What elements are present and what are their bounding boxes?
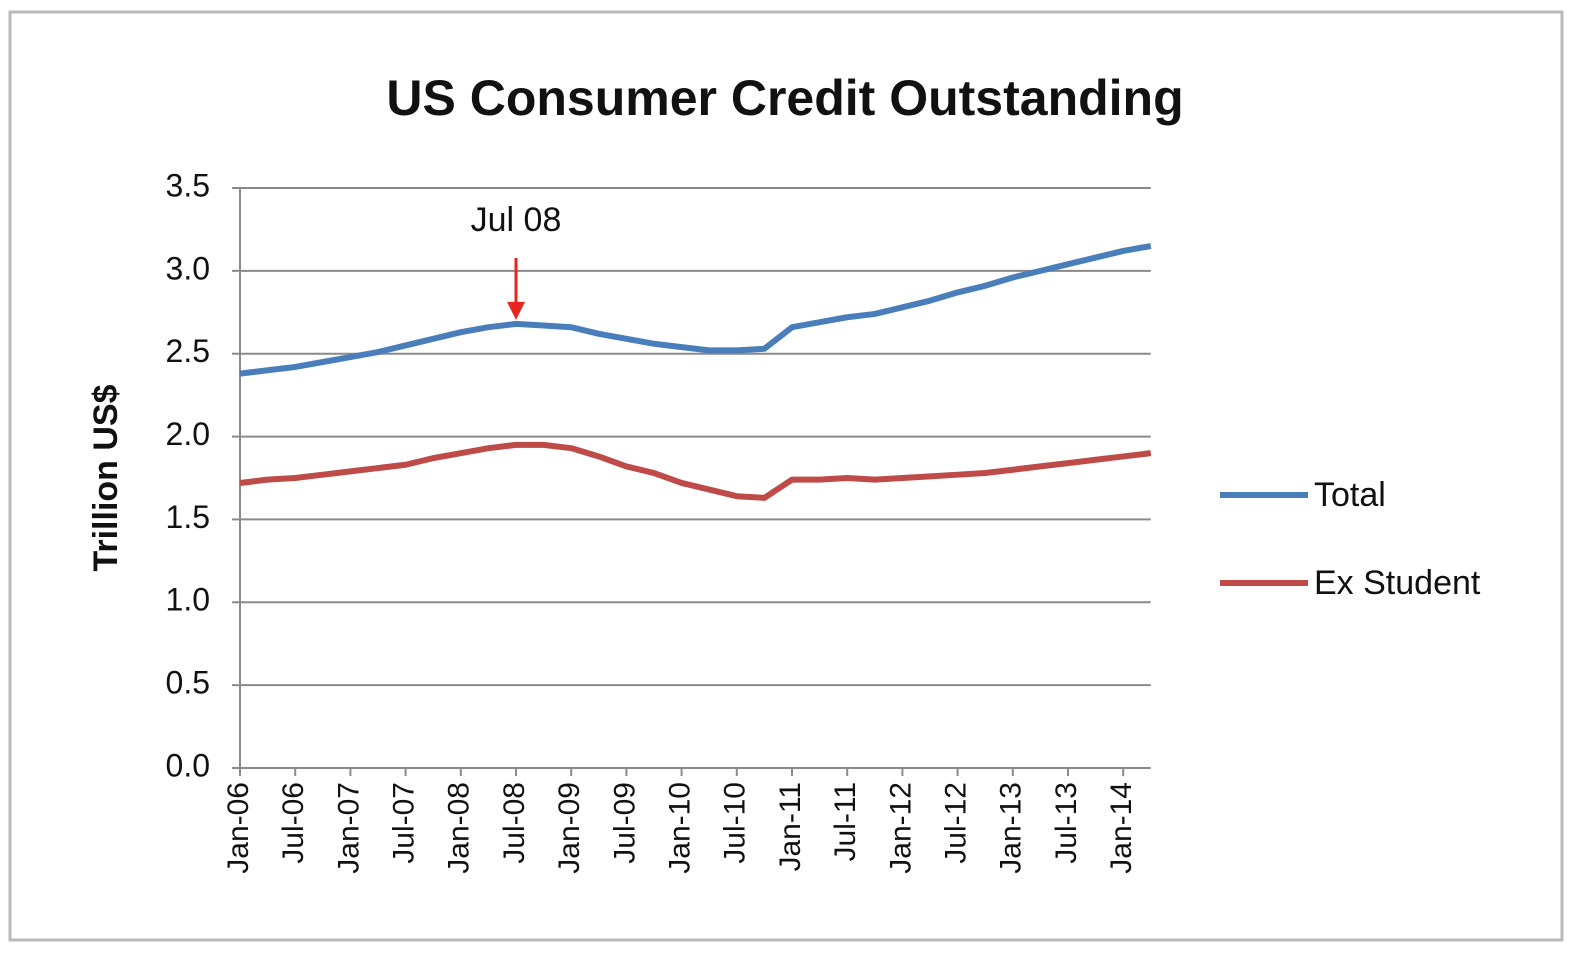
x-tick-label: Jan-08	[443, 782, 476, 874]
series-line	[239, 243, 1152, 377]
x-tick-label: Jul-08	[498, 782, 531, 864]
x-tick-label: Jul-06	[277, 782, 310, 864]
x-tick-label: Jul-10	[719, 782, 752, 864]
x-tick-label: Jan-06	[222, 782, 255, 874]
y-tick-label: 0.0	[166, 747, 210, 783]
x-tick-label: Jul-12	[940, 782, 973, 864]
x-tick-label: Jan-10	[664, 782, 697, 874]
x-tick-label: Jan-13	[995, 782, 1028, 874]
series-line	[239, 441, 1152, 501]
x-tick-label: Jan-14	[1105, 782, 1138, 874]
legend-label: Ex Student	[1314, 564, 1481, 602]
chart-frame	[8, 10, 1564, 942]
y-tick-label: 0.5	[166, 665, 210, 701]
x-tick-label: Jan-12	[884, 782, 917, 874]
x-tick-label: Jul-07	[388, 782, 421, 864]
annotation-arrowhead	[507, 301, 525, 320]
x-tick-label: Jan-07	[332, 782, 365, 874]
x-tick-label: Jul-11	[829, 782, 862, 861]
y-tick-label: 1.0	[166, 582, 210, 618]
y-axis-label: Trillion US$	[87, 384, 125, 571]
legend-label: Total	[1314, 476, 1386, 514]
y-tick-label: 1.5	[166, 499, 210, 535]
y-tick-label: 3.5	[166, 167, 210, 203]
annotation-text: Jul 08	[471, 201, 562, 239]
x-tick-label: Jan-09	[553, 782, 586, 874]
y-tick-label: 2.0	[166, 416, 210, 452]
x-tick-label: Jul-13	[1050, 782, 1083, 864]
x-tick-label: Jul-09	[608, 782, 641, 864]
x-tick-label: Jan-11	[774, 782, 807, 872]
y-tick-label: 3.0	[166, 250, 210, 286]
chart-title: US Consumer Credit Outstanding	[386, 70, 1183, 126]
y-tick-label: 2.5	[166, 333, 210, 369]
